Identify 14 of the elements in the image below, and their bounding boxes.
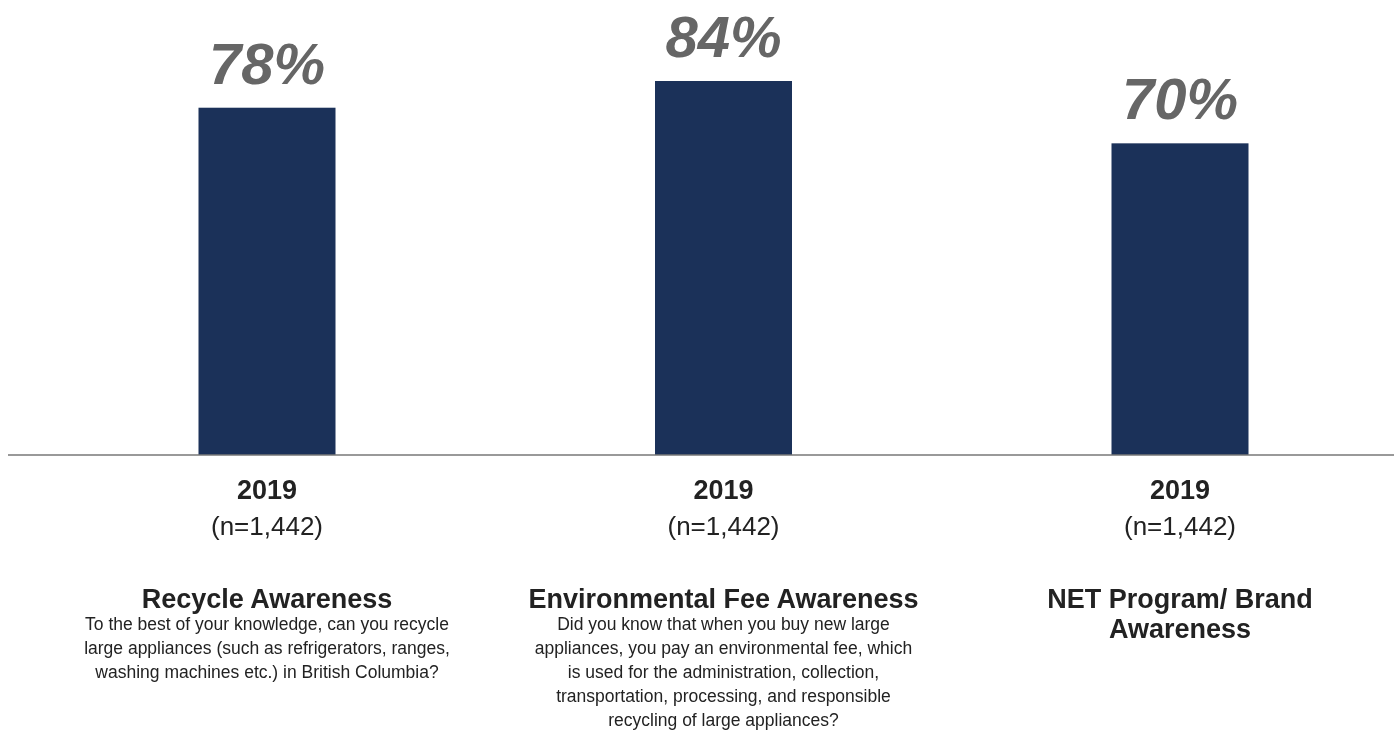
x-tick-label: Environmental Fee Awareness [528,584,919,614]
text: 2019 [693,475,754,505]
text: (n=1,442) [210,511,324,541]
x-tick-label: NET Program/ Brand Awareness [1047,584,1313,644]
data-label: 70% [1121,66,1239,132]
text: (n=1,442) [667,511,780,541]
text: 2019 [236,475,298,505]
text: Did you know that when you buy new large appliances, you pay an environmental fee, which is used for the administration, collection, transportation, processing, and responsible recycling of large appliances? [534,614,913,730]
data-label: 84% [665,4,782,69]
data-label: 78% [208,30,326,96]
x-tick-label: Recycle Awareness [141,584,393,614]
text: To the best of your knowledge, can you recycle large appliances (such as refrigerators, ranges, washing machines etc.) in British Columbia? [84,614,450,682]
text: (n=1,442) [1123,511,1237,541]
text: 2019 [1149,475,1211,505]
